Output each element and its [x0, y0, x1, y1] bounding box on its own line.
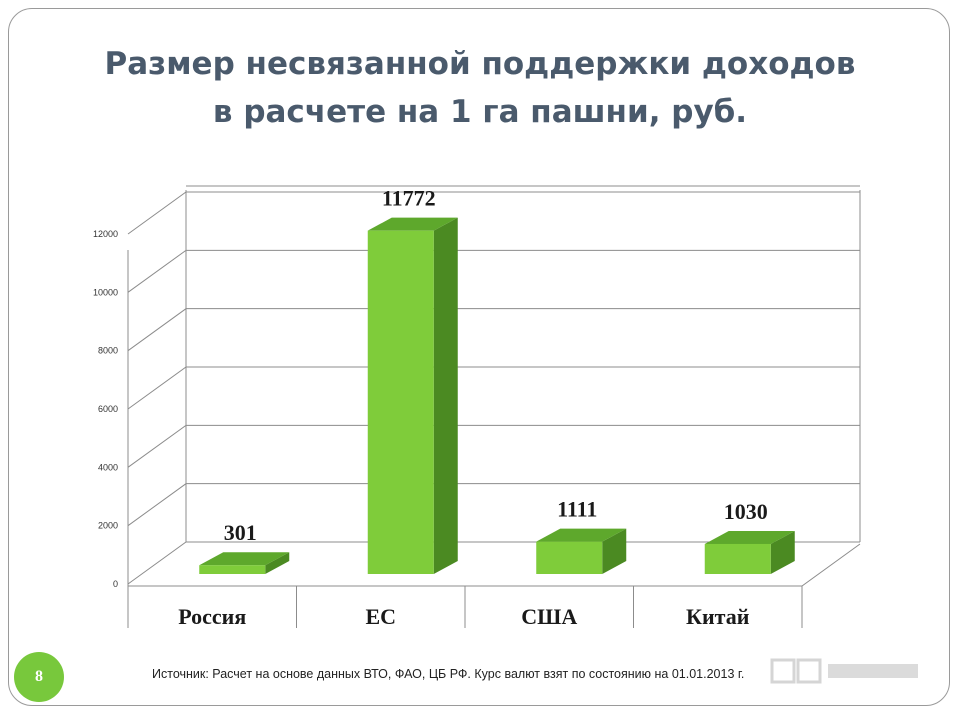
title-line-2: в расчете на 1 га пашни, руб. — [212, 94, 748, 130]
data-label: 301 — [224, 520, 257, 545]
y-tick-label: 6000 — [98, 404, 118, 414]
y-tick-label: 0 — [113, 579, 118, 589]
watermark-logo — [770, 658, 918, 684]
slide-frame — [8, 8, 950, 706]
x-tick-label: США — [521, 604, 577, 629]
y-tick-label: 10000 — [93, 287, 118, 297]
data-label: 11772 — [382, 186, 436, 211]
data-label: 1030 — [724, 499, 768, 524]
bar-top — [704, 530, 795, 544]
bar-side — [433, 217, 458, 574]
bar — [199, 565, 266, 574]
x-tick-label: Россия — [178, 604, 246, 629]
gridline — [127, 249, 860, 293]
gridline — [127, 308, 860, 352]
x-tick-label: Китай — [686, 604, 750, 629]
bar — [704, 543, 771, 574]
slide-title: Размер несвязанной поддержки доходов в р… — [60, 40, 900, 136]
title-line-1: Размер несвязанной поддержки доходов — [104, 46, 856, 82]
bar-side — [602, 528, 627, 574]
bar — [367, 230, 434, 574]
y-tick-label: 4000 — [98, 462, 118, 472]
x-tick-label: ЕС — [365, 604, 396, 629]
bar-top — [367, 217, 458, 231]
data-label: 1111 — [557, 497, 597, 522]
gridline — [127, 366, 860, 410]
page-number-badge: 8 — [14, 652, 64, 702]
source-note: Источник: Расчет на основе данных ВТО, Ф… — [152, 667, 745, 681]
y-tick-label: 12000 — [93, 229, 118, 239]
bar-top — [199, 552, 290, 566]
y-tick-label: 2000 — [98, 521, 118, 531]
gridline — [127, 191, 860, 235]
bar — [536, 541, 603, 574]
page-number: 8 — [35, 668, 43, 685]
gridline — [127, 424, 860, 468]
y-tick-label: 8000 — [98, 346, 118, 356]
bar-side — [770, 530, 795, 574]
bar-top — [536, 528, 627, 542]
bar-side — [265, 552, 290, 574]
